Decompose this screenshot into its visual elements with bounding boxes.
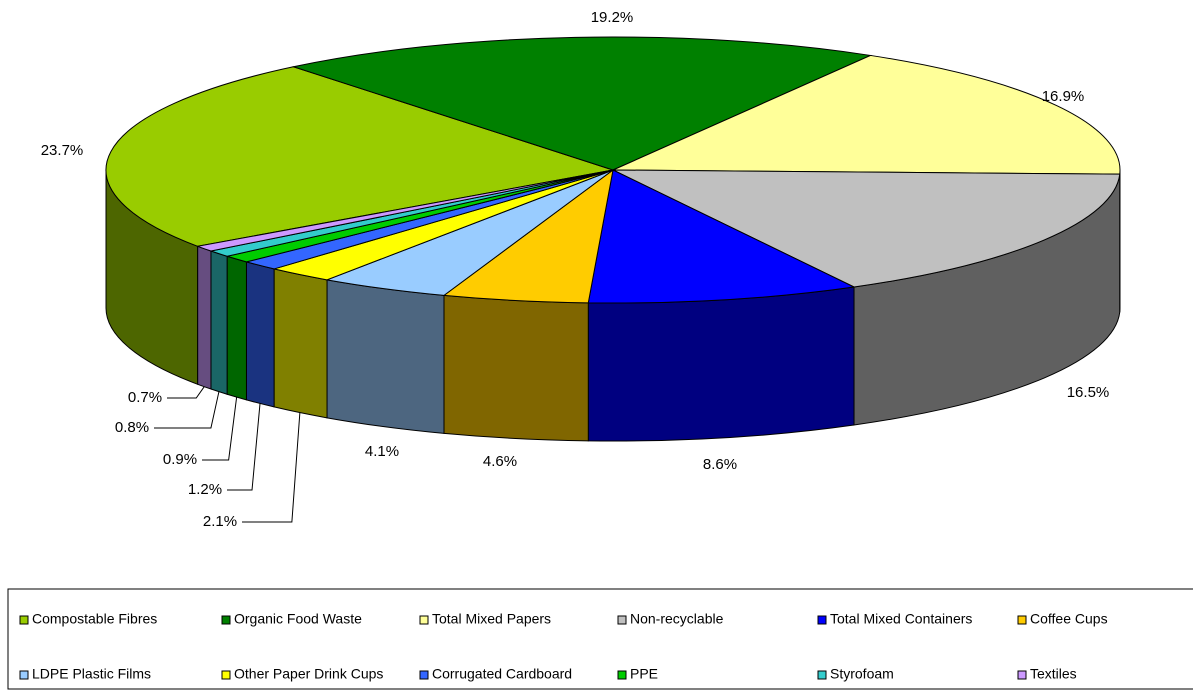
legend-label: Organic Food Waste bbox=[234, 611, 362, 627]
data-label: 2.1% bbox=[203, 513, 237, 530]
legend-label: Coffee Cups bbox=[1030, 611, 1108, 627]
pie-side bbox=[245, 261, 275, 408]
data-label: 0.9% bbox=[163, 451, 197, 468]
leader-line bbox=[227, 403, 261, 491]
pie-slice bbox=[105, 66, 614, 247]
legend-swatch bbox=[221, 670, 231, 680]
data-label: 4.6% bbox=[483, 453, 517, 470]
data-label: 16.5% bbox=[1067, 384, 1110, 401]
pie-side bbox=[443, 294, 589, 442]
legend-swatch bbox=[221, 615, 231, 625]
legend-swatch bbox=[19, 670, 29, 680]
data-label: 0.7% bbox=[128, 389, 162, 406]
legend-label: Non-recyclable bbox=[630, 611, 724, 627]
legend-swatch bbox=[617, 670, 627, 680]
data-label: 19.2% bbox=[591, 9, 634, 26]
legend-swatch bbox=[817, 670, 827, 680]
legend-swatch bbox=[419, 615, 429, 625]
legend-swatch bbox=[817, 615, 827, 625]
legend-label: Styrofoam bbox=[830, 666, 894, 682]
legend-label: Compostable Fibres bbox=[32, 611, 157, 627]
pie-side bbox=[226, 255, 247, 401]
pie-side bbox=[210, 250, 228, 395]
data-label: 16.9% bbox=[1042, 88, 1085, 105]
legend-swatch bbox=[19, 615, 29, 625]
data-label: 4.1% bbox=[365, 443, 399, 460]
pie-slice bbox=[291, 36, 873, 171]
legend-box bbox=[7, 588, 1193, 690]
leader-line bbox=[242, 412, 301, 523]
leader-line bbox=[154, 391, 220, 429]
data-label: 0.8% bbox=[115, 419, 149, 436]
legend-label: Corrugated Cardboard bbox=[432, 666, 572, 682]
pie-side bbox=[197, 245, 212, 390]
pie-slice bbox=[612, 54, 1121, 175]
legend-swatch bbox=[617, 615, 627, 625]
leader-line bbox=[202, 397, 238, 461]
legend-label: Other Paper Drink Cups bbox=[234, 666, 383, 682]
legend-label: Total Mixed Containers bbox=[830, 611, 972, 627]
pie-slice bbox=[612, 169, 1121, 288]
pie-slice bbox=[587, 169, 856, 304]
pie-side bbox=[326, 279, 445, 434]
leader-line bbox=[167, 386, 205, 399]
data-label: 8.6% bbox=[703, 456, 737, 473]
pie-side bbox=[587, 286, 855, 442]
legend-label: LDPE Plastic Films bbox=[32, 666, 151, 682]
legend-swatch bbox=[1017, 615, 1027, 625]
data-label: 1.2% bbox=[188, 481, 222, 498]
legend-label: Textiles bbox=[1030, 666, 1077, 682]
pie-slice bbox=[195, 169, 614, 252]
pie-side bbox=[273, 268, 328, 419]
legend-label: PPE bbox=[630, 666, 658, 682]
legend-swatch bbox=[1017, 670, 1027, 680]
legend-swatch bbox=[419, 670, 429, 680]
data-label: 23.7% bbox=[41, 142, 84, 159]
legend-label: Total Mixed Papers bbox=[432, 611, 551, 627]
